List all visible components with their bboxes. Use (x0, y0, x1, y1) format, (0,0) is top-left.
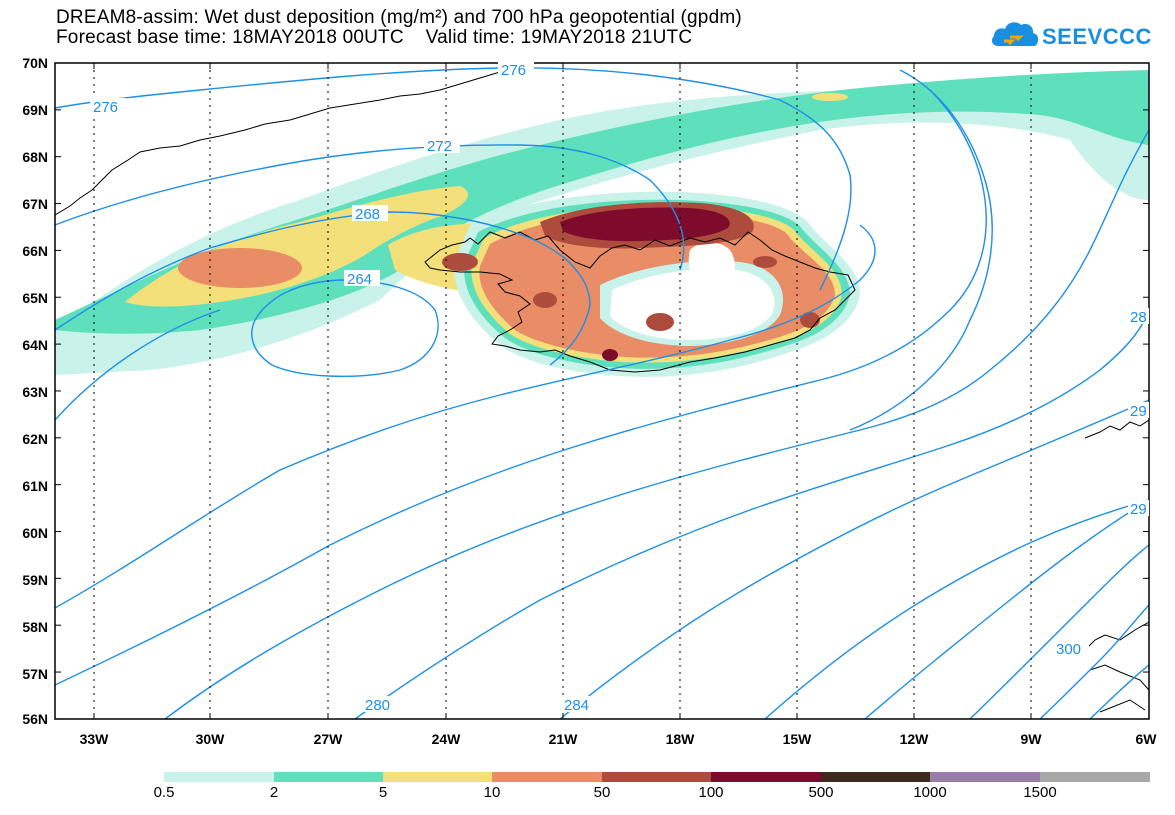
lat-label: 57N (22, 666, 48, 682)
contour-i (1089, 664, 1149, 719)
lat-label: 60N (22, 525, 48, 541)
legend-label: 10 (483, 784, 501, 801)
contour-a (55, 69, 993, 431)
legend-swatch (1040, 772, 1150, 782)
contour-label: 280 (365, 697, 390, 714)
lat-label: 67N (22, 196, 48, 212)
lat-label: 62N (22, 431, 48, 447)
contour-label: 29 (1130, 403, 1147, 420)
map-title: DREAM8-assim: Wet dust deposition (mg/m²… (56, 7, 742, 28)
lon-label: 18W (666, 731, 696, 747)
contour-label: 264 (347, 271, 372, 288)
legend-swatch (492, 772, 602, 782)
contour-268 (55, 211, 591, 366)
legend-colorbar (164, 772, 1150, 782)
deposition-spot-2 (646, 313, 674, 331)
legend-label: 100 (698, 784, 724, 801)
deposition-patch-orange-west (178, 248, 302, 288)
lon-labels: 33W 30W 27W 24W 21W 18W 15W 12W 9W 6W (80, 731, 1158, 747)
contour-label: 276 (501, 62, 526, 79)
lat-label: 56N (22, 711, 48, 727)
contour-276 (55, 67, 852, 291)
legend-label: 1000 (913, 784, 947, 801)
lon-label: 30W (196, 731, 226, 747)
lat-labels: 70N 69N 68N 67N 66N 65N 64N 63N 62N 61N … (22, 55, 48, 727)
lon-label: 24W (432, 731, 462, 747)
lat-label: 69N (22, 102, 48, 118)
greenland-coastline (55, 67, 521, 216)
lat-label: 70N (22, 55, 48, 71)
contour-280 (164, 129, 1149, 719)
legend-label: 1500 (1023, 784, 1057, 801)
contour-f (764, 499, 1149, 719)
contour-h (969, 544, 1149, 719)
lat-label: 63N (22, 384, 48, 400)
contour-300 (1039, 604, 1149, 719)
legend-swatch (274, 772, 383, 782)
contour-label: 268 (355, 206, 380, 223)
contour-c (55, 89, 987, 686)
lon-label: 15W (783, 731, 813, 747)
lon-label: 27W (314, 731, 344, 747)
lat-label: 61N (22, 478, 48, 494)
lat-label: 68N (22, 149, 48, 165)
deposition-core-darkred (560, 207, 730, 242)
map-subtitle: Forecast base time: 18MAY2018 00UTC Vali… (56, 27, 693, 48)
norway-coastline (1084, 419, 1149, 439)
contour-e (559, 399, 1149, 719)
legend-swatch (164, 772, 274, 782)
legend-swatch (930, 772, 1040, 782)
legend-swatch (821, 772, 930, 782)
lon-label: 33W (80, 731, 110, 747)
deposition-spot-3 (602, 349, 618, 361)
contour-g (864, 499, 1149, 719)
contour-284 (354, 311, 1149, 719)
lon-label: 21W (549, 731, 579, 747)
contour-label: 284 (564, 697, 589, 714)
deposition-spot-north (812, 93, 848, 101)
contour-label: 300 (1056, 641, 1081, 658)
cloud-icon (991, 22, 1039, 46)
contour-272 (55, 144, 685, 271)
legend-swatch (383, 772, 492, 782)
legend-label: 5 (378, 784, 388, 801)
contour-label: 29 (1130, 501, 1147, 518)
legend-swatch (602, 772, 711, 782)
lat-label: 58N (22, 619, 48, 635)
deposition-field (55, 70, 1149, 377)
logo-text: SEEVCCC (1042, 24, 1152, 49)
lat-label: 65N (22, 290, 48, 306)
lon-label: 12W (900, 731, 930, 747)
deposition-spot-6 (442, 253, 478, 271)
axis-ticks (55, 62, 1149, 720)
contour-label: 272 (427, 138, 452, 155)
lat-label: 66N (22, 243, 48, 259)
legend-label: 0.5 (153, 784, 175, 801)
legend-label: 2 (269, 784, 279, 801)
deposition-spot-4 (753, 256, 777, 268)
coastlines (55, 67, 1149, 713)
grid-lines (93, 63, 1032, 719)
seevccc-logo: SEEVCCC (990, 14, 1151, 58)
deposition-spot-1 (533, 292, 557, 308)
contour-264 (251, 279, 439, 378)
iceland-coastline (424, 231, 856, 373)
scotland-coastline (1084, 621, 1149, 713)
legend-swatch (711, 772, 821, 782)
legend-label: 50 (593, 784, 611, 801)
contour-label: 276 (93, 99, 118, 116)
lon-label: 9W (1021, 731, 1043, 747)
geopotential-contours (55, 67, 1149, 719)
contour-b (55, 224, 876, 609)
legend-label: 500 (808, 784, 834, 801)
contour-label: 28 (1130, 309, 1147, 326)
contour-labels: 276 276 272 268 264 280 284 300 28 29 29 (90, 62, 1149, 714)
deposition-north-clear (688, 242, 735, 290)
lat-label: 59N (22, 572, 48, 588)
lat-label: 64N (22, 337, 48, 353)
lon-label: 6W (1136, 731, 1158, 747)
